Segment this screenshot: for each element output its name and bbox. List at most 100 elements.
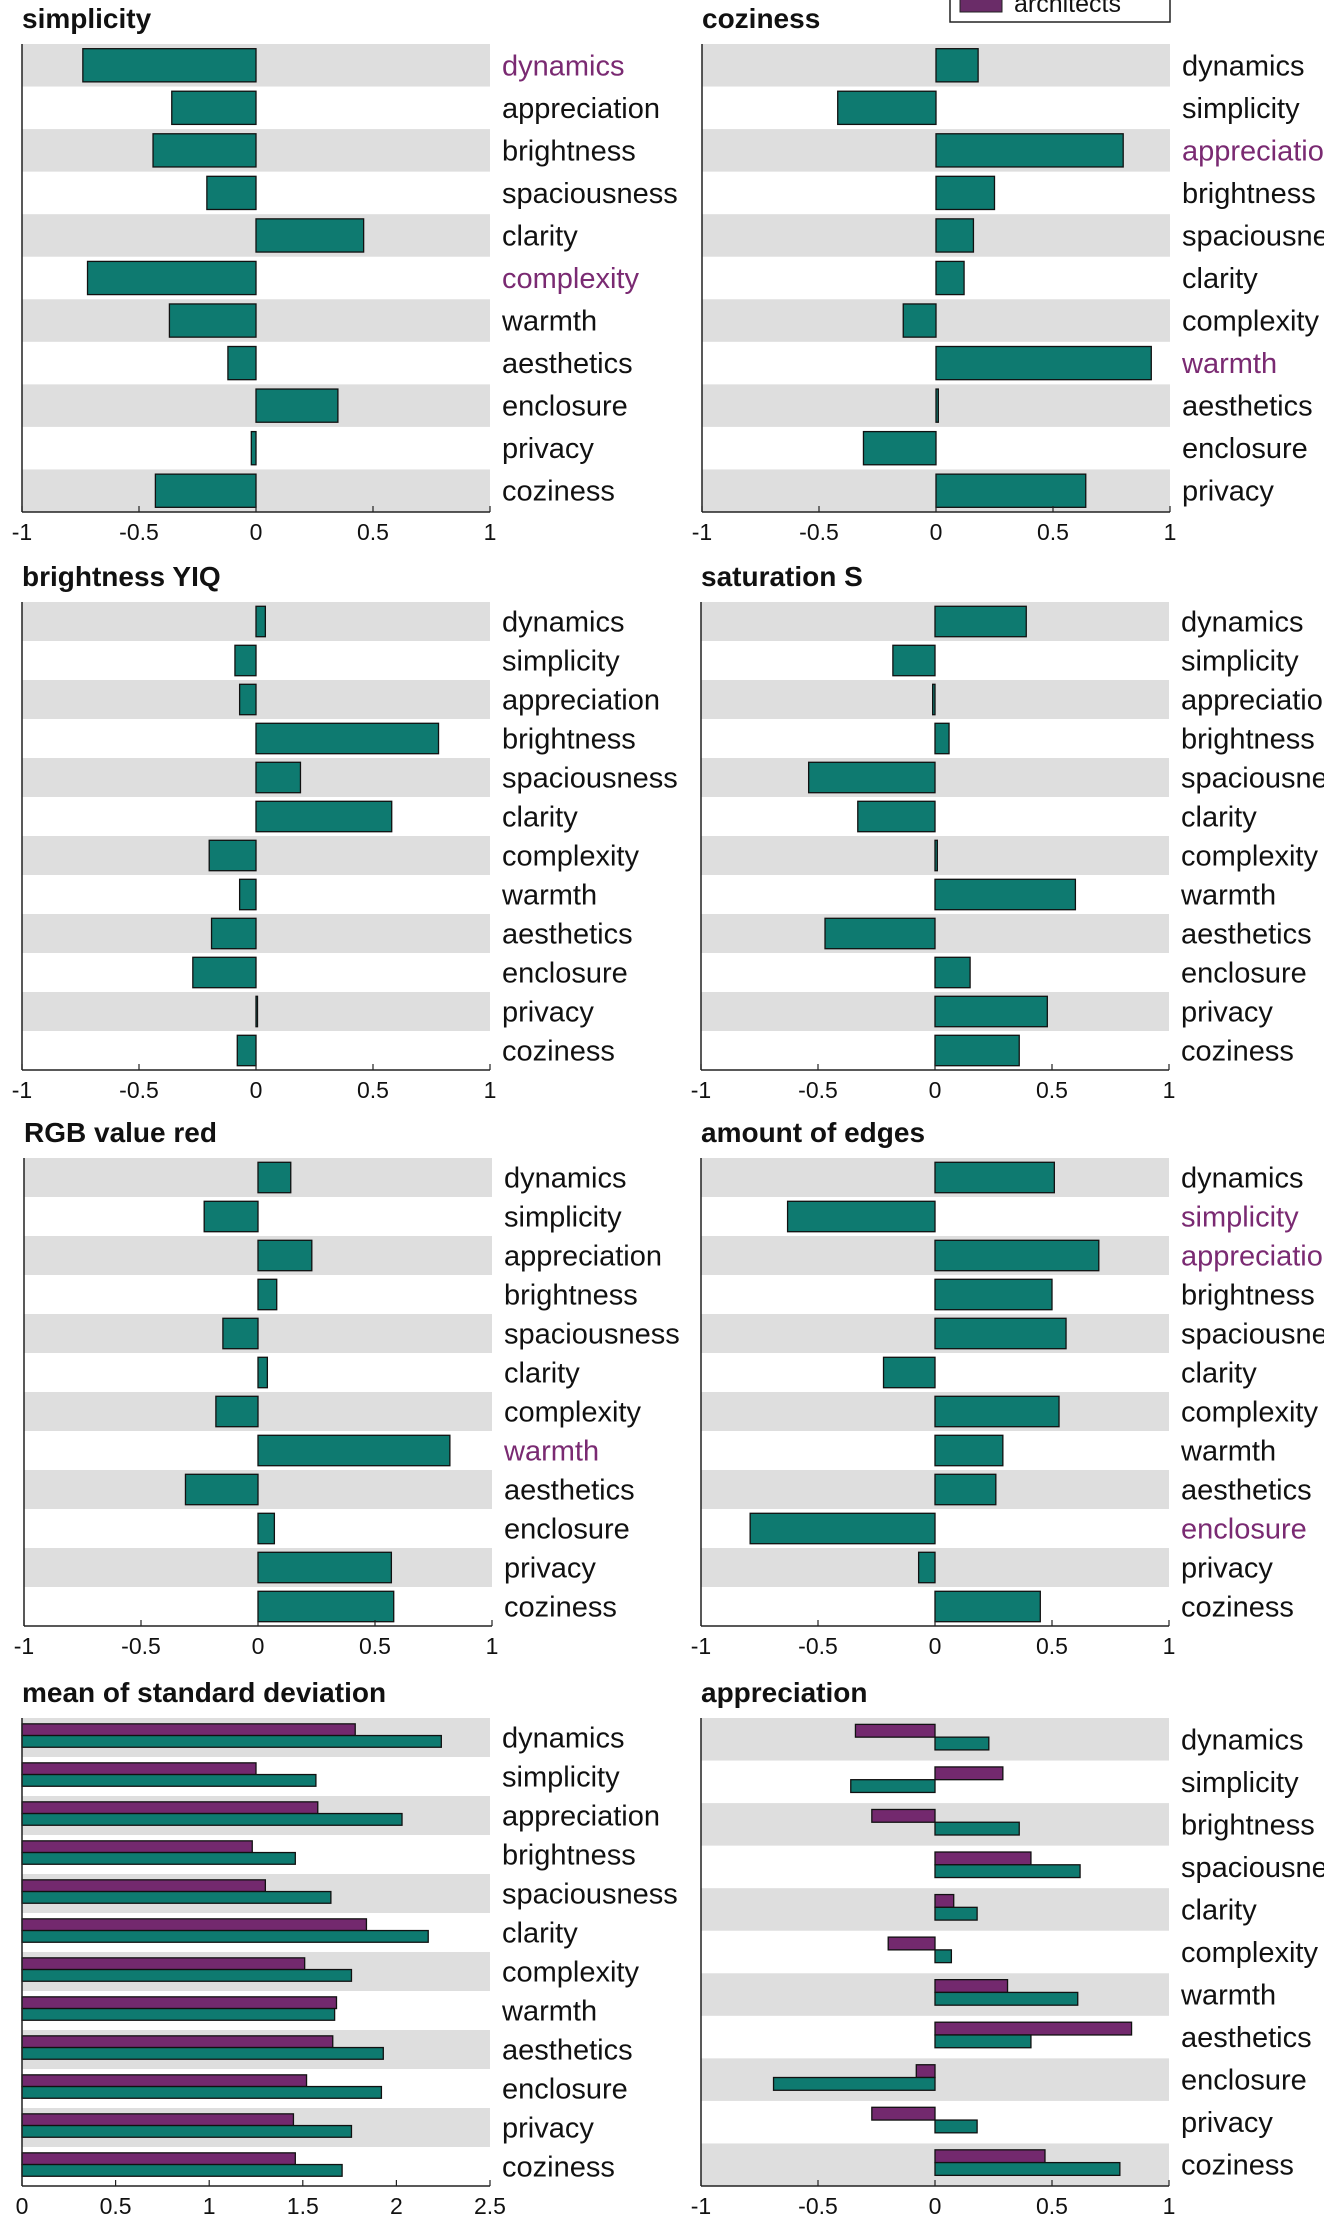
bar-simplicity — [786, 1200, 936, 1233]
x-tick-label: 1.5 — [287, 2193, 319, 2219]
category-label-warmth: warmth — [501, 306, 597, 338]
category-label-enclosure: enclosure — [502, 391, 628, 423]
bar-brightness-series2 — [21, 1851, 296, 1865]
category-label-appreciation: appreciation — [1182, 135, 1324, 167]
chart-title: mean of standard deviation — [22, 1677, 386, 1708]
bar-appreciation — [932, 683, 936, 716]
category-label-dynamics: dynamics — [1181, 607, 1304, 639]
category-label-warmth: warmth — [1180, 880, 1276, 912]
category-label-appreciation: appreciation — [1181, 685, 1324, 717]
bar-simplicity — [203, 1200, 259, 1233]
bar-clarity — [255, 800, 393, 833]
bar-complexity — [902, 303, 937, 338]
category-label-warmth: warmth — [1180, 1436, 1276, 1468]
chart-panel-6: amount of edges -1 -0.5 0 0.5 1 dynamics simpli… — [691, 1117, 1324, 1659]
bar-coziness-series2 — [934, 2161, 1121, 2177]
category-label-dynamics: dynamics — [504, 1163, 627, 1195]
category-label-spaciousness: spaciousness — [502, 1879, 678, 1911]
x-tick-label: 1 — [484, 519, 497, 545]
bar-clarity — [935, 260, 965, 296]
category-label-warmth: warmth — [501, 880, 597, 912]
category-label-enclosure: enclosure — [1181, 2065, 1307, 2097]
bar-enclosure-series2 — [21, 2085, 383, 2099]
category-label-enclosure: enclosure — [1181, 958, 1307, 990]
x-tick-label: 0 — [929, 1077, 942, 1103]
category-label-warmth: warmth — [503, 1436, 599, 1468]
category-label-complexity: complexity — [1181, 841, 1318, 873]
bar-spaciousness-series2 — [934, 1864, 1081, 1879]
bar-warmth — [257, 1434, 451, 1467]
legend: architects — [949, 0, 1171, 23]
category-label-clarity: clarity — [1182, 263, 1258, 295]
category-label-dynamics: dynamics — [1181, 1163, 1304, 1195]
category-label-brightness: brightness — [1181, 724, 1315, 756]
category-label-complexity: complexity — [1181, 1397, 1318, 1429]
bar-aesthetics — [935, 388, 939, 423]
bar-dynamics — [255, 605, 267, 638]
bar-simplicity — [234, 644, 257, 677]
x-tick-label: 0 — [16, 2193, 29, 2219]
chart-title: saturation S — [701, 561, 863, 592]
category-label-complexity: complexity — [1182, 306, 1319, 338]
x-tick-label: 1 — [203, 2193, 216, 2219]
x-tick-label: 2.5 — [474, 2193, 506, 2219]
category-label-complexity: complexity — [504, 1397, 641, 1429]
category-label-appreciation: appreciation — [502, 685, 660, 717]
bar-clarity-series1 — [934, 1893, 955, 1908]
category-label-aesthetics: aesthetics — [1181, 919, 1312, 951]
category-label-spaciousness: spaciousness — [502, 178, 678, 210]
category-label-brightness: brightness — [1182, 178, 1316, 210]
chart-title: simplicity — [22, 3, 152, 34]
chart-title: appreciation — [701, 1677, 867, 1708]
bar-aesthetics — [184, 1473, 259, 1506]
category-label-dynamics: dynamics — [502, 1723, 625, 1755]
bar-privacy — [917, 1551, 936, 1584]
x-tick-label: -0.5 — [798, 1077, 838, 1103]
category-label-spaciousness: spaciousness — [1182, 220, 1324, 252]
bar-enclosure — [257, 1512, 276, 1545]
x-tick-label: 0.5 — [357, 519, 389, 545]
category-label-dynamics: dynamics — [1182, 50, 1305, 82]
chart-title: RGB value red — [24, 1117, 217, 1148]
category-label-enclosure: enclosure — [504, 1514, 630, 1546]
x-tick-label: 0 — [250, 519, 263, 545]
x-tick-label: 0.5 — [1037, 519, 1069, 545]
bar-appreciation — [171, 90, 257, 126]
x-tick-label: 0 — [252, 1633, 265, 1659]
bar-complexity-series2 — [934, 1949, 953, 1964]
bar-privacy — [250, 430, 257, 466]
chart-panel-2: coziness -1 -0.5 0 0.5 1 dynamics simplicity app… — [692, 3, 1324, 545]
bar-enclosure-series2 — [772, 2076, 936, 2091]
bar-clarity — [882, 1356, 936, 1389]
bar-clarity-series2 — [934, 1906, 978, 1921]
x-tick-label: 0.5 — [357, 1077, 389, 1103]
bar-brightness — [152, 133, 257, 168]
x-tick-label: -0.5 — [119, 1077, 159, 1103]
category-label-coziness: coziness — [1181, 1592, 1294, 1624]
category-label-clarity: clarity — [502, 802, 578, 834]
category-label-enclosure: enclosure — [502, 958, 628, 990]
category-label-privacy: privacy — [504, 1553, 596, 1585]
x-tick-label: -1 — [691, 2193, 711, 2219]
x-tick-label: -1 — [691, 1077, 711, 1103]
category-label-spaciousness: spaciousness — [1181, 1852, 1324, 1884]
category-label-enclosure: enclosure — [502, 2074, 628, 2106]
bar-dynamics-series1 — [21, 1723, 356, 1737]
bar-simplicity-series1 — [934, 1766, 1004, 1781]
bar-enclosure — [749, 1512, 936, 1545]
bar-brightness — [255, 722, 440, 755]
bar-brightness — [257, 1278, 278, 1311]
bar-clarity — [857, 800, 936, 833]
bar-spaciousness — [934, 1317, 1067, 1350]
x-tick-label: -0.5 — [799, 519, 839, 545]
bar-brightness — [934, 722, 950, 755]
bar-coziness — [934, 1590, 1041, 1623]
bar-aesthetics-series2 — [934, 2034, 1032, 2049]
chart-title: coziness — [702, 3, 820, 34]
bar-spaciousness — [206, 175, 257, 211]
category-label-complexity: complexity — [502, 263, 639, 295]
category-label-coziness: coziness — [1181, 2150, 1294, 2182]
x-tick-label: -1 — [692, 519, 712, 545]
bar-dynamics — [257, 1161, 292, 1194]
bar-enclosure — [862, 430, 937, 466]
